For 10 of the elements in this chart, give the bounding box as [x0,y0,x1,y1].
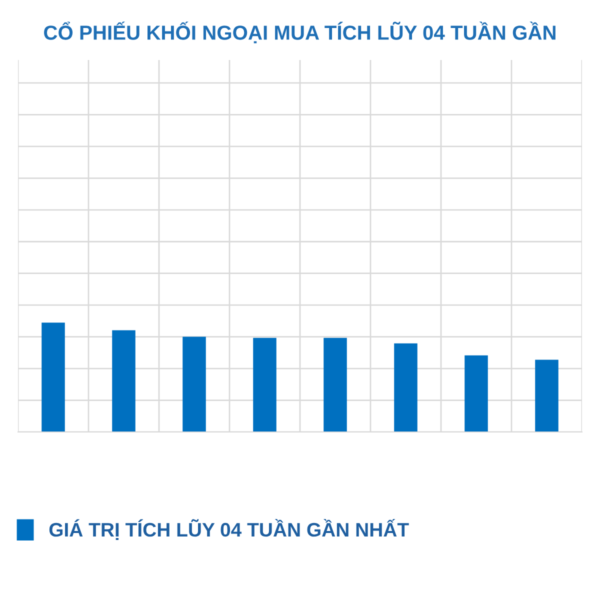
bar [253,338,276,432]
bar [42,322,65,432]
bar [182,336,206,432]
bar [464,355,488,432]
bar [535,360,558,432]
legend-label: GIÁ TRỊ TÍCH LŨY 04 TUẦN GẦN NHẤT [49,519,409,540]
bar [394,343,418,432]
bar [324,338,347,432]
bar [112,330,136,432]
chart-title: CỔ PHIẾU KHỐI NGOẠI MUA TÍCH LŨY 04 TUẦN GẦN [44,22,556,44]
